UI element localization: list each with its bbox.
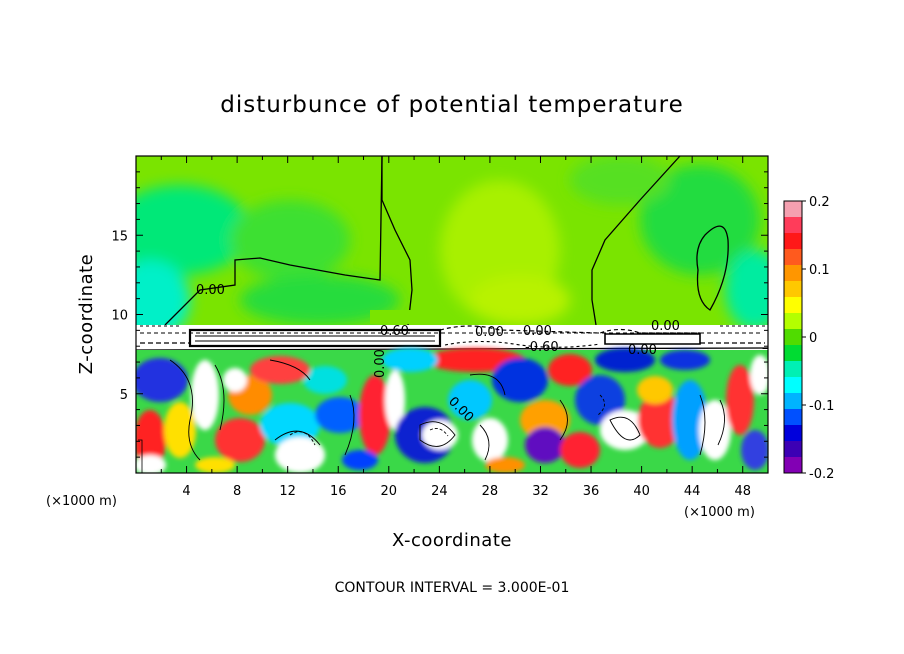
x-tick-label: 28: [482, 484, 499, 499]
y-axis-label: Z-coordinate: [76, 254, 97, 375]
contour-label: 0.00: [651, 319, 680, 334]
inversion-band: [136, 325, 768, 353]
x-tick-label: 4: [182, 484, 190, 499]
colorbar-swatch: [784, 329, 802, 346]
x-tick-label: 12: [279, 484, 296, 499]
contour-label: 0.00: [475, 325, 504, 340]
colorbar-tick-label: 0.1: [809, 263, 830, 278]
chart-title: disturbunce of potential temperature: [220, 92, 684, 118]
contour-interval-note: CONTOUR INTERVAL = 3.000E-01: [335, 580, 570, 596]
contour-label: 0.00: [628, 343, 657, 358]
colorbar-swatch: [784, 425, 802, 442]
colorbar-swatch: [784, 249, 802, 266]
x-tick-label: 48: [734, 484, 751, 499]
colorbar: [783, 200, 803, 474]
plot-area: [136, 156, 768, 473]
x-tick-label: 32: [532, 484, 549, 499]
x-axis: 4 8 12 16 20 24 28 32 36 40 44 48: [160, 156, 751, 499]
colorbar-swatch: [784, 393, 802, 410]
colorbar-swatch: [784, 217, 802, 234]
colorbar-swatch: [784, 377, 802, 394]
x-tick-label: 36: [583, 484, 600, 499]
y-tick-label: 15: [111, 229, 128, 244]
colorbar-swatch: [784, 345, 802, 362]
colorbar-swatch: [784, 409, 802, 426]
colorbar-swatch: [784, 233, 802, 250]
x-tick-label: 16: [330, 484, 347, 499]
colorbar-swatch: [784, 457, 802, 474]
x-axis-label: X-coordinate: [392, 530, 512, 551]
y-tick-label: 5: [120, 388, 128, 403]
x-unit-left: (×1000 m): [46, 494, 117, 509]
colorbar-swatch: [784, 313, 802, 330]
y-tick-label: 10: [111, 309, 128, 324]
colorbar-tick-label: -0.1: [809, 399, 834, 414]
colorbar-tick-label: 0.2: [809, 195, 830, 210]
contour-label: 0.00: [523, 324, 552, 339]
y-axis: 5 10 15: [111, 171, 768, 458]
upper-layer-field: [136, 156, 768, 340]
x-tick-label: 20: [381, 484, 398, 499]
colorbar-tick-label: 0: [809, 331, 817, 346]
colorbar-swatch: [784, 441, 802, 458]
x-tick-label: 44: [684, 484, 701, 499]
x-tick-label: 40: [633, 484, 650, 499]
colorbar-swatch: [784, 361, 802, 378]
colorbar-swatch: [784, 265, 802, 282]
contour-label: -0.60: [525, 340, 559, 355]
x-tick-label: 24: [431, 484, 448, 499]
x-tick-label: 8: [233, 484, 241, 499]
colorbar-tick-label: -0.2: [809, 467, 834, 482]
colorbar-swatch: [784, 297, 802, 314]
contour-label: 0.00: [373, 349, 388, 378]
colorbar-swatch: [784, 201, 802, 218]
x-unit-right: (×1000 m): [684, 505, 755, 520]
colorbar-ticks: 0.2 0.1 0 -0.1 -0.2: [802, 195, 834, 482]
contour-label: 0.60: [380, 324, 409, 339]
contour-label: 0.00: [196, 283, 225, 298]
convective-field: [136, 348, 768, 473]
colorbar-swatch: [784, 281, 802, 298]
